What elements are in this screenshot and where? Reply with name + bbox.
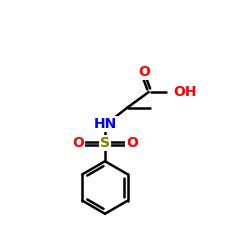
Text: OH: OH [174, 85, 197, 99]
Text: HN: HN [94, 117, 116, 131]
Text: S: S [100, 136, 110, 150]
Text: O: O [126, 136, 138, 150]
Text: O: O [72, 136, 84, 150]
Text: O: O [138, 65, 150, 79]
